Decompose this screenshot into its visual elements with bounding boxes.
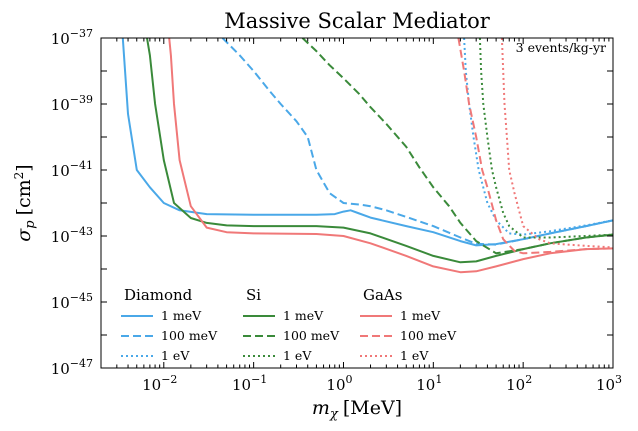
x-tick-base: 10	[326, 376, 345, 394]
y-tick-base: 10	[51, 96, 70, 114]
y-tick-exp: −45	[70, 291, 93, 304]
x-tick-exp: 3	[615, 373, 622, 386]
y-tick-label: 10−37	[51, 27, 93, 48]
y-tick-base: 10	[51, 360, 70, 378]
x-tick-base: 10	[142, 376, 161, 394]
x-axis-label-sub: χ	[329, 407, 339, 422]
y-tick-exp: −37	[70, 27, 93, 40]
y-axis-label: σp [cm2]	[12, 164, 38, 241]
x-tick-label: 101	[416, 373, 442, 394]
x-tick-base: 10	[506, 376, 525, 394]
series-diamond-1-ev	[463, 38, 613, 236]
x-tick-label: 103	[596, 373, 622, 394]
y-tick-exp: −39	[70, 93, 93, 106]
series-si-1-mev	[146, 38, 613, 264]
series-si-1-ev	[478, 38, 613, 239]
x-axis-label: mχ [MeV]	[312, 397, 402, 422]
chart-title: Massive Scalar Mediator	[224, 9, 491, 33]
x-tick-base: 10	[596, 376, 615, 394]
y-tick-label: 10−39	[51, 93, 93, 114]
y-tick-label: 10−41	[51, 159, 93, 180]
x-tick-exp: −2	[161, 373, 177, 386]
y-tick-base: 10	[51, 228, 70, 246]
legend-group-diamond: Diamond	[124, 286, 193, 304]
series-layer	[121, 38, 613, 274]
y-tick-exp: −47	[70, 357, 93, 370]
legend-label-si-1-mev: 1 meV	[283, 308, 324, 323]
x-tick-label: 10−1	[232, 373, 267, 394]
y-tick-base: 10	[51, 30, 70, 48]
legend-group-gaas: GaAs	[363, 286, 402, 304]
legend-label-si-100-mev: 100 meV	[283, 328, 340, 343]
x-axis-label-symbol: m	[312, 397, 330, 419]
y-tick-base: 10	[51, 162, 70, 180]
x-axis: 10−2 10−1 100 101 102 103	[100, 38, 622, 394]
legend-label-gaas-1-mev: 1 meV	[400, 308, 441, 323]
legend-label-diamond-1-mev: 1 meV	[161, 308, 202, 323]
y-tick-exp: −41	[70, 159, 93, 172]
x-axis-label-unit: [MeV]	[343, 397, 402, 419]
legend: Diamond 1 meV 100 meV 1 eV Si 1 meV 100 meV 1 e…	[121, 286, 457, 363]
y-axis-label-unit-sup: 2	[12, 172, 26, 180]
legend-label-diamond-100-mev: 100 meV	[161, 328, 218, 343]
x-tick-base: 10	[232, 376, 251, 394]
legend-label-si-1-ev: 1 eV	[283, 348, 312, 363]
y-tick-exp: −43	[70, 225, 93, 238]
series-gaas-100-mev	[457, 38, 613, 255]
y-axis-label-unit-close: ]	[13, 164, 35, 171]
x-tick-label: 102	[506, 373, 532, 394]
series-gaas-1-mev	[168, 38, 613, 274]
x-tick-exp: 2	[525, 373, 532, 386]
y-tick-label: 10−45	[51, 291, 93, 312]
x-tick-exp: 0	[346, 373, 353, 386]
annotation-events: 3 events/kg-yr	[516, 40, 606, 55]
series-si-100-mev	[301, 38, 613, 255]
x-tick-base: 10	[416, 376, 435, 394]
y-axis-label-unit: [cm	[13, 179, 35, 215]
legend-label-diamond-1-ev: 1 eV	[161, 348, 190, 363]
series-gaas-1-ev	[500, 38, 613, 249]
legend-label-gaas-100-mev: 100 meV	[400, 328, 457, 343]
x-tick-label: 10−2	[142, 373, 177, 394]
y-tick-label: 10−47	[51, 357, 93, 378]
x-tick-exp: 1	[435, 373, 442, 386]
y-axis-label-sub: p	[23, 220, 38, 229]
y-axis-label-symbol: σ	[13, 228, 35, 242]
x-tick-exp: −1	[251, 373, 267, 386]
legend-group-si: Si	[246, 286, 261, 304]
legend-label-gaas-1-ev: 1 eV	[400, 348, 429, 363]
y-tick-label: 10−43	[51, 225, 93, 246]
x-tick-label: 100	[326, 373, 352, 394]
series-diamond-100-mev	[221, 38, 613, 246]
y-tick-base: 10	[51, 294, 70, 312]
